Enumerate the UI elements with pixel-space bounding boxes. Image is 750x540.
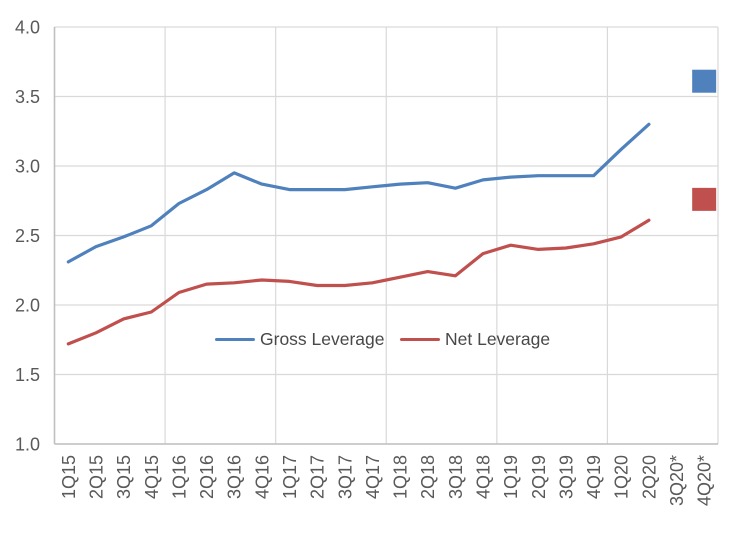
x-axis-tick-label: 1Q18 (391, 455, 411, 499)
x-axis-tick-label: 2Q17 (308, 455, 328, 499)
x-axis-tick-label: 1Q17 (280, 455, 300, 499)
y-axis-tick-label: 3.0 (15, 157, 40, 177)
x-axis-tick-label: 1Q20 (612, 455, 632, 499)
forecast-marker-gross-leverage (692, 69, 717, 93)
x-axis-tick-label: 1Q16 (169, 455, 189, 499)
x-axis-tick-label: 3Q18 (446, 455, 466, 499)
series-line-net-leverage (66, 218, 651, 346)
y-axis-tick-label: 3.5 (15, 87, 40, 107)
legend-label-gross-leverage: Gross Leverage (260, 329, 385, 349)
y-axis-tick-label: 1.0 (15, 435, 40, 455)
y-axis-tick-label: 2.5 (15, 226, 40, 246)
x-axis-tick-label: 4Q18 (474, 455, 494, 499)
x-axis-tick-label: 3Q20* (667, 455, 687, 506)
x-axis-tick-label: 2Q19 (529, 455, 549, 499)
forecast-marker-net-leverage (692, 187, 717, 211)
x-axis-tick-label: 4Q19 (584, 455, 604, 499)
x-axis-tick-label: 2Q15 (86, 455, 106, 499)
x-axis-tick-label: 4Q16 (252, 455, 272, 499)
y-axis-tick-label: 4.0 (15, 18, 40, 38)
x-axis-tick-label: 3Q15 (114, 455, 134, 499)
x-axis-tick-label: 3Q19 (556, 455, 576, 499)
legend-item-gross-leverage: Gross Leverage (215, 329, 385, 349)
legend-line-swatch-gross-leverage (215, 337, 255, 342)
y-axis-tick-label: 1.5 (15, 365, 40, 385)
series-line-gross-leverage (66, 122, 651, 264)
legend-label-net-leverage: Net Leverage (445, 329, 551, 349)
x-axis-tick-label: 2Q20 (639, 455, 659, 499)
legend-item-net-leverage: Net Leverage (400, 329, 551, 349)
x-axis-tick-label: 2Q16 (197, 455, 217, 499)
x-axis-tick-label: 4Q15 (142, 455, 162, 499)
y-axis-tick-label: 2.0 (15, 296, 40, 316)
x-axis-tick-label: 1Q15 (59, 455, 79, 499)
x-axis-tick-label: 4Q17 (363, 455, 383, 499)
x-axis-tick-label: 2Q18 (418, 455, 438, 499)
legend-line-swatch-net-leverage (400, 337, 440, 342)
x-axis-tick-label: 1Q19 (501, 455, 521, 499)
x-axis-tick-label: 3Q16 (225, 455, 245, 499)
x-axis-tick-label: 4Q20* (695, 455, 715, 506)
x-axis-tick-label: 3Q17 (335, 455, 355, 499)
